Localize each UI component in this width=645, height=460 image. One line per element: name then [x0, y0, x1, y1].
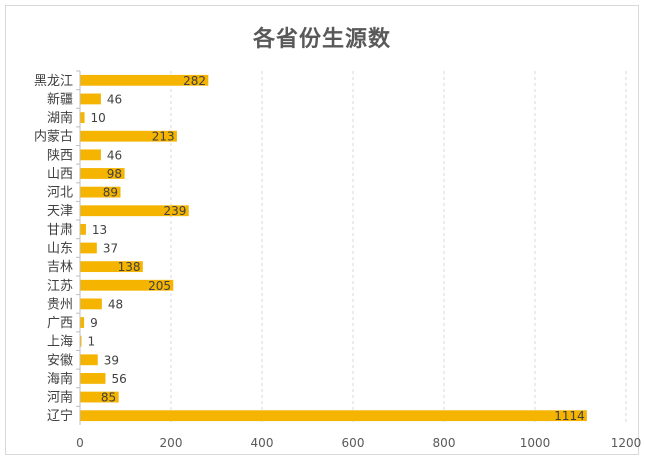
data-label: 282 — [183, 74, 206, 88]
bar — [80, 186, 121, 198]
data-label: 213 — [152, 130, 175, 144]
category-label: 江苏 — [47, 278, 73, 294]
data-label: 56 — [111, 372, 126, 386]
data-label: 1 — [88, 335, 96, 349]
category-label: 贵州 — [47, 297, 73, 312]
x-tick-label: 800 — [433, 436, 456, 450]
data-label: 1114 — [554, 409, 585, 423]
category-label: 山西 — [47, 167, 73, 182]
data-label: 239 — [164, 204, 187, 218]
x-tick-label: 400 — [251, 436, 274, 450]
category-label: 山东 — [47, 242, 73, 257]
x-tick-label: 0 — [76, 436, 84, 450]
bar — [80, 130, 177, 142]
x-tick-label: 200 — [160, 436, 183, 450]
category-label: 湖南 — [47, 110, 73, 126]
chart-title: 各省份生源数 — [252, 27, 391, 52]
bar — [80, 168, 125, 179]
category-label: 陕西 — [47, 148, 73, 163]
bar — [80, 223, 86, 235]
bar — [80, 317, 85, 328]
bar — [80, 391, 119, 403]
data-label: 138 — [118, 260, 141, 274]
x-tick-label: 600 — [342, 436, 365, 450]
category-label: 河南 — [47, 390, 73, 406]
category-label: 新疆 — [47, 91, 73, 107]
bar — [80, 298, 102, 310]
x-tick-label: 1000 — [520, 436, 551, 450]
bar — [80, 205, 189, 217]
bar — [80, 93, 101, 105]
data-label: 39 — [104, 353, 119, 367]
x-tick-label: 1200 — [611, 436, 642, 450]
data-label: 9 — [90, 316, 98, 330]
bar — [80, 74, 209, 86]
category-label: 黑龙江 — [34, 74, 73, 89]
category-label: 甘肃 — [47, 223, 73, 238]
bar — [80, 410, 587, 422]
category-label: 广西 — [47, 316, 73, 331]
bar — [80, 261, 143, 273]
data-label: 46 — [107, 92, 122, 106]
bar — [80, 354, 98, 366]
category-label: 上海 — [47, 335, 73, 350]
data-label: 37 — [103, 242, 118, 256]
data-label: 85 — [101, 391, 116, 405]
category-label: 辽宁 — [47, 408, 73, 424]
bar — [80, 373, 106, 384]
category-label: 天津 — [47, 204, 73, 219]
data-label: 46 — [107, 148, 122, 162]
data-label: 13 — [92, 223, 107, 237]
bar — [80, 149, 101, 161]
bar — [80, 335, 82, 347]
data-label: 48 — [108, 297, 123, 311]
bar — [80, 242, 97, 254]
bar — [80, 279, 174, 291]
data-label: 89 — [103, 186, 118, 200]
category-label: 吉林 — [47, 260, 73, 275]
category-label: 海南 — [47, 371, 73, 387]
category-label: 河北 — [47, 186, 73, 201]
bar — [80, 112, 85, 123]
data-label: 10 — [91, 111, 106, 125]
category-label: 内蒙古 — [34, 129, 73, 145]
data-label: 205 — [148, 279, 171, 293]
data-label: 98 — [107, 167, 122, 181]
category-label: 安徽 — [47, 353, 73, 368]
